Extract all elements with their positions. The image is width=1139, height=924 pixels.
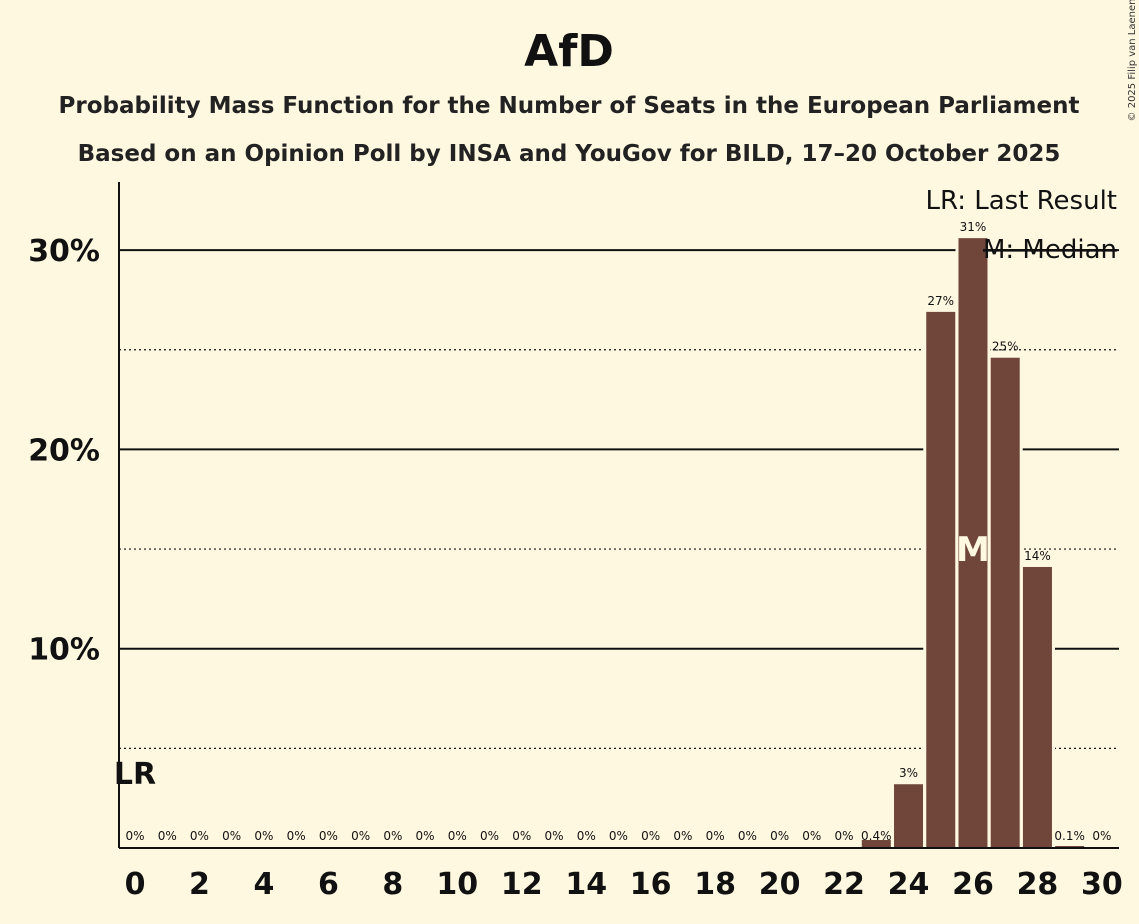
bar-label-22: 0%: [835, 829, 854, 843]
bar-label-23: 0.4%: [861, 829, 892, 843]
x-tick-label: 22: [823, 867, 865, 902]
bar-label-5: 0%: [287, 829, 306, 843]
x-tick-label: 8: [382, 867, 403, 902]
bar-label-3: 0%: [222, 829, 241, 843]
legend-median: M: Median: [983, 235, 1117, 265]
bar-label-8: 0%: [383, 829, 402, 843]
bar-label-17: 0%: [673, 829, 692, 843]
bar-label-0: 0%: [125, 829, 144, 843]
copyright: © 2025 Filip van Laenen: [1127, 0, 1138, 121]
median-marker: M: [956, 530, 990, 570]
bar-label-26: 31%: [960, 220, 987, 234]
bar-28: [1022, 566, 1052, 848]
x-tick-label: 18: [694, 867, 736, 902]
legend-last-result: LR: Last Result: [925, 186, 1117, 216]
bar-label-20: 0%: [770, 829, 789, 843]
bar-label-15: 0%: [609, 829, 628, 843]
bar-label-16: 0%: [641, 829, 660, 843]
x-tick-label: 28: [1017, 867, 1059, 902]
bar-label-11: 0%: [480, 829, 499, 843]
x-tick-label: 0: [125, 867, 146, 902]
y-tick-label: 30%: [28, 234, 100, 269]
x-tick-label: 12: [501, 867, 543, 902]
bar-label-25: 27%: [927, 294, 954, 308]
bar-label-19: 0%: [738, 829, 757, 843]
bar-label-1: 0%: [158, 829, 177, 843]
bar-label-13: 0%: [544, 829, 563, 843]
x-tick-label: 26: [952, 867, 994, 902]
x-tick-label: 6: [318, 867, 339, 902]
bar-label-12: 0%: [512, 829, 531, 843]
bar-label-14: 0%: [577, 829, 596, 843]
bar-gap: [1052, 844, 1088, 848]
bar-label-9: 0%: [416, 829, 435, 843]
x-tick-label: 24: [888, 867, 930, 902]
x-tick-label: 4: [253, 867, 274, 902]
bar-23: [861, 840, 891, 848]
bar-label-18: 0%: [706, 829, 725, 843]
bar-label-2: 0%: [190, 829, 209, 843]
x-tick-label: 30: [1081, 867, 1123, 902]
bar-25: [926, 311, 956, 848]
y-tick-label: 20%: [28, 433, 100, 468]
x-tick-label: 10: [436, 867, 478, 902]
y-tick-label: 10%: [28, 633, 100, 668]
bar-label-4: 0%: [254, 829, 273, 843]
bar-27: [990, 357, 1020, 848]
x-tick-label: 2: [189, 867, 210, 902]
last-result-marker: LR: [114, 757, 156, 792]
bar-label-6: 0%: [319, 829, 338, 843]
bar-label-27: 25%: [992, 340, 1019, 354]
bar-label-28: 14%: [1024, 549, 1051, 563]
chart-subtitle-1: Probability Mass Function for the Number…: [59, 93, 1080, 119]
x-tick-label: 16: [630, 867, 672, 902]
chart-title: AfD: [524, 26, 614, 77]
bar-label-21: 0%: [802, 829, 821, 843]
bar-label-29: 0.1%: [1054, 829, 1085, 843]
chart-subtitle-2: Based on an Opinion Poll by INSA and You…: [78, 141, 1061, 167]
bar-26: [958, 238, 988, 849]
bar-label-7: 0%: [351, 829, 370, 843]
x-tick-label: 20: [759, 867, 801, 902]
bar-label-30: 0%: [1092, 829, 1111, 843]
bar-label-10: 0%: [448, 829, 467, 843]
bar-label-24: 3%: [899, 766, 918, 780]
bar-24: [894, 784, 924, 848]
x-tick-label: 14: [565, 867, 607, 902]
